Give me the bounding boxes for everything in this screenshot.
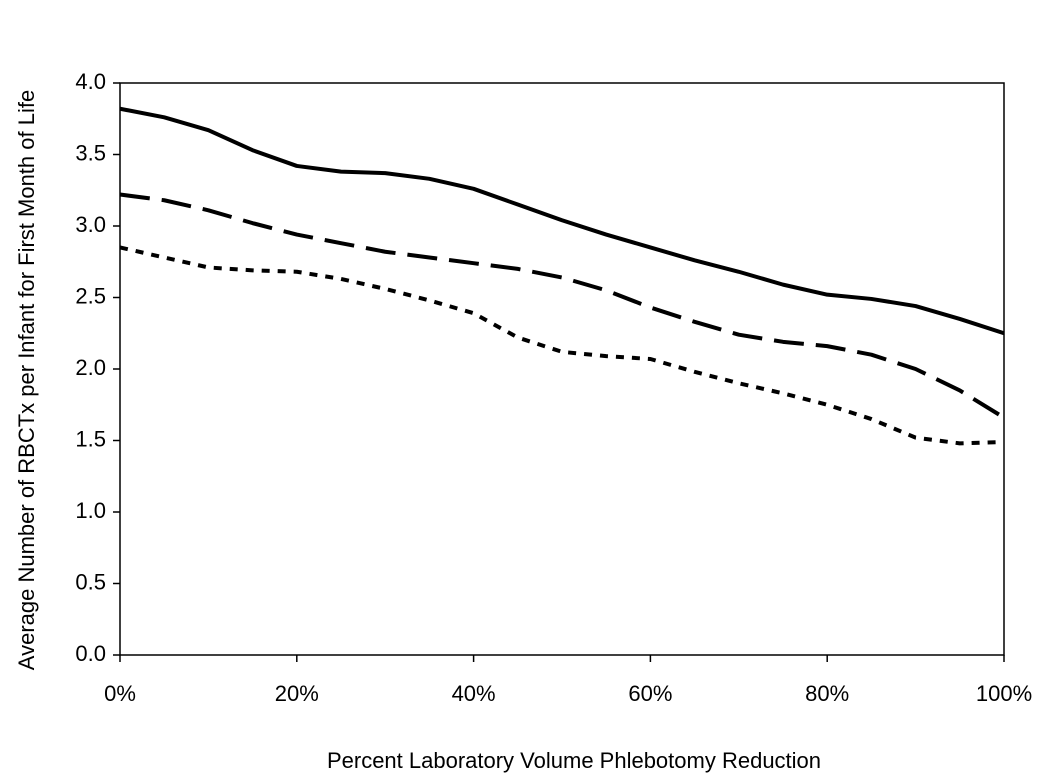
x-tick-label: 80% xyxy=(805,681,849,706)
y-tick-label: 0.0 xyxy=(75,641,106,666)
y-tick-label: 3.0 xyxy=(75,212,106,237)
x-tick-label: 60% xyxy=(628,681,672,706)
x-tick-label: 20% xyxy=(275,681,319,706)
x-tick-label: 100% xyxy=(976,681,1032,706)
x-tick-label: 0% xyxy=(104,681,136,706)
y-tick-label: 2.0 xyxy=(75,355,106,380)
x-tick-label: 40% xyxy=(452,681,496,706)
line-series xyxy=(119,245,1005,446)
y-axis-label: Average Number of RBCTx per Infant for F… xyxy=(14,90,39,670)
y-tick-label: 2.5 xyxy=(75,283,106,308)
line-series xyxy=(119,192,1006,420)
y-tick-label: 1.5 xyxy=(75,426,106,451)
y-tick-label: 3.5 xyxy=(75,140,106,165)
plot-frame xyxy=(119,82,1005,656)
x-axis-label: Percent Laboratory Volume Phlebotomy Red… xyxy=(327,748,821,773)
line-series xyxy=(119,106,1005,336)
y-tick-label: 4.0 xyxy=(75,69,106,94)
y-tick-label: 1.0 xyxy=(75,498,106,523)
y-tick-label: 0.5 xyxy=(75,569,106,594)
